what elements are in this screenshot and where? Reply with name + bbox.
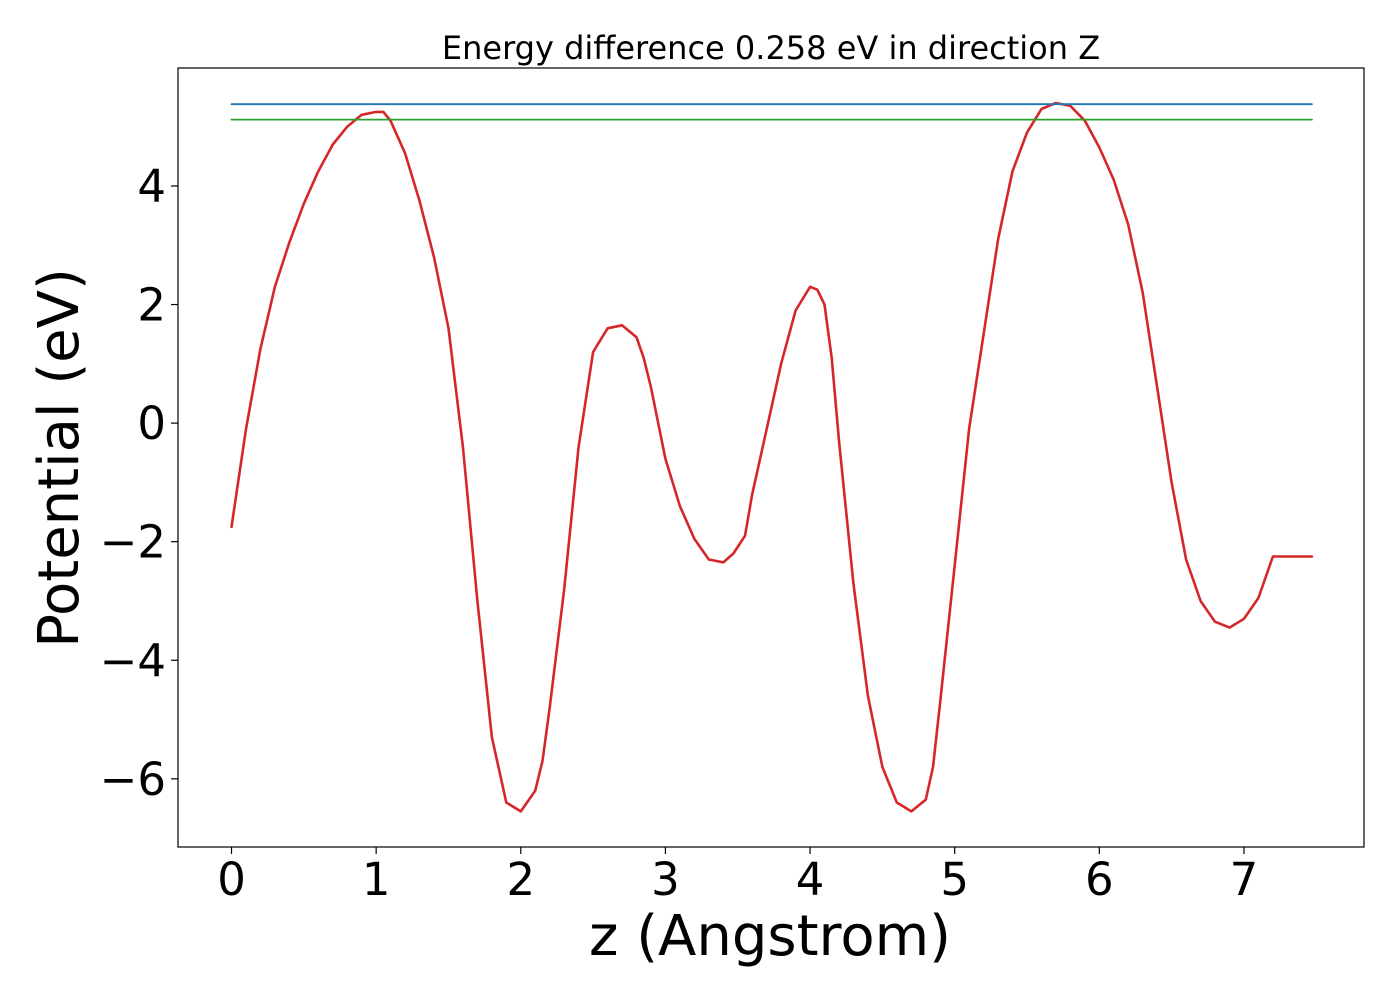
plot-area-frame <box>177 67 1365 848</box>
x-tick-label: 4 <box>796 853 825 906</box>
x-tick-label: 2 <box>506 853 535 906</box>
x-tick-label: 0 <box>217 853 246 906</box>
y-tick-label: 0 <box>137 397 166 450</box>
x-axis-label: z (Angstrom) <box>589 904 951 969</box>
y-tick-label: 2 <box>137 279 166 332</box>
x-tick-label: 5 <box>940 853 969 906</box>
y-tick-label: −6 <box>100 753 166 806</box>
x-tick-label: 3 <box>651 853 680 906</box>
y-tick-label: −2 <box>100 516 166 569</box>
series-layer <box>230 101 1314 813</box>
potential-curve <box>230 101 1314 813</box>
y-tick-label: −4 <box>100 634 166 687</box>
x-axis-ticks: 0 1 2 3 4 5 6 7 <box>217 847 1258 906</box>
x-tick-label: 7 <box>1230 853 1259 906</box>
x-tick-label: 6 <box>1085 853 1114 906</box>
x-tick-label: 1 <box>362 853 391 906</box>
y-tick-label: 4 <box>137 160 166 213</box>
y-axis-ticks: −6 −4 −2 0 2 4 <box>100 160 178 806</box>
chart-title: Energy difference 0.258 eV in direction … <box>442 29 1100 67</box>
y-axis-label: Potential (eV) <box>27 268 92 648</box>
